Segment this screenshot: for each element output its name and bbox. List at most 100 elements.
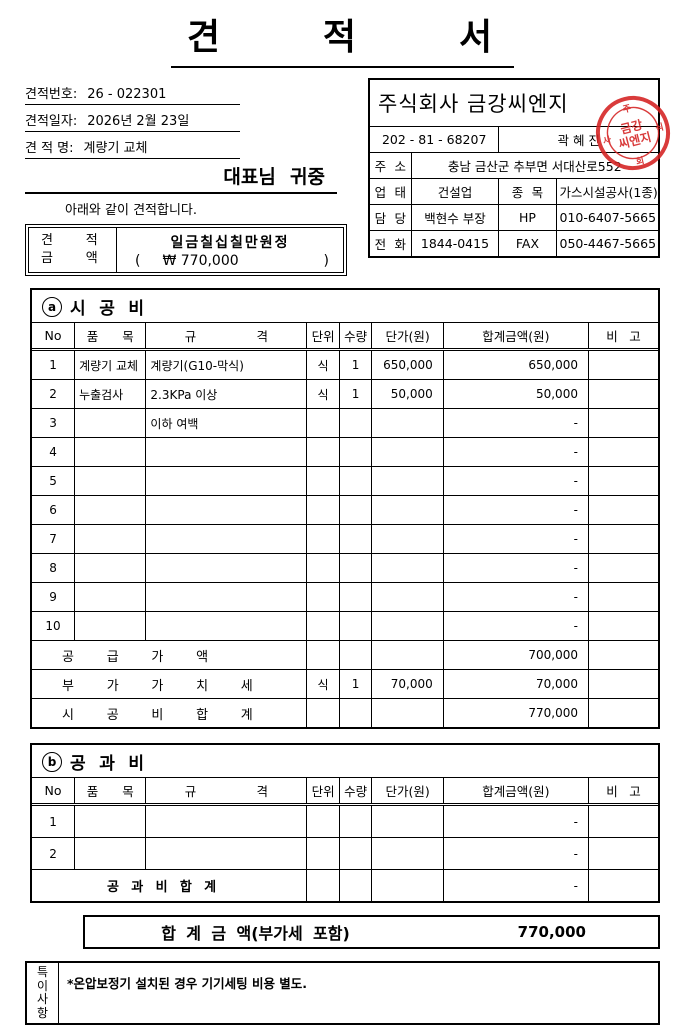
cell-qty [339, 437, 373, 467]
fax-value: 050-4467-5665 [555, 230, 660, 258]
table-header-row: No 품 목 규 격 단위 수량 단가(원) 합계금액(원) 비 고 [32, 323, 658, 351]
cell-note [588, 553, 658, 583]
special-notes-label-char: 사 [36, 992, 49, 1006]
header-total: 합계금액(원) [443, 323, 589, 351]
header-qty: 수량 [339, 778, 373, 806]
grand-total-label: 합 계 금 액(부가세 포함) [161, 924, 350, 943]
cell-total: - [443, 582, 589, 612]
cell-note [588, 611, 658, 641]
biz-type-value: 건설업 [410, 178, 500, 205]
cell-qty [339, 495, 373, 525]
table-row: 7- [32, 524, 658, 554]
special-notes-label-char: 특 [36, 965, 49, 979]
grand-total-value: 770,000 [517, 923, 586, 941]
table-row: 1- [32, 804, 658, 838]
biz-item-label: 종 목 [498, 178, 557, 205]
cell-unit [306, 466, 340, 496]
utility-total-value: - [443, 869, 589, 901]
utility-total-label: 공 과 비 합 계 [32, 869, 308, 901]
cell-qty [339, 640, 373, 670]
cell-note [588, 379, 658, 409]
quote-subject-value: 계량기 교체 [83, 141, 148, 156]
cell-spec [145, 553, 308, 583]
table-row: 5- [32, 466, 658, 496]
cell-price [371, 698, 444, 727]
cell-item [74, 495, 147, 525]
cell-qty [339, 869, 373, 901]
recipient-line: 대표님 귀중 [25, 159, 337, 194]
cell-spec [145, 804, 308, 838]
cell-note [588, 669, 658, 699]
cell-spec [145, 495, 308, 525]
cell-price [371, 553, 444, 583]
cell-price [371, 466, 444, 496]
cell-unit [306, 869, 340, 901]
table-row: 4- [32, 437, 658, 467]
cell-no: 3 [32, 408, 76, 438]
cell-unit [306, 437, 340, 467]
table-row: 10 - [32, 611, 658, 641]
table-row: 9- [32, 582, 658, 612]
supplier-address-row: 주 소 충남 금산군 추부면 서대산로552 [368, 152, 660, 179]
address-label: 주 소 [368, 152, 412, 179]
supplier-company-row: 주식회사 금강씨엔지 [368, 78, 660, 127]
ceo-name: 곽 혜 진 [498, 126, 660, 153]
address-value: 충남 금산군 추부면 서대산로552 [410, 152, 660, 179]
cell-qty [339, 582, 373, 612]
construction-cost-section: a 시 공 비 No 품 목 규 격 단위 수량 단가(원) 합계금액(원) 비… [30, 288, 660, 729]
cell-total: - [443, 408, 589, 438]
cell-total: - [443, 466, 589, 496]
cell-price: 70,000 [371, 669, 444, 699]
supply-amount-row: 공 급 가 액 700,000 [32, 640, 658, 670]
construction-total-row: 시 공 비 합 계 770,000 [32, 698, 658, 727]
cell-qty: 1 [339, 379, 373, 409]
supplier-phone-row: 전 화 1844-0415 FAX 050-4467-5665 [368, 230, 660, 258]
quote-number-value: 26 - 022301 [87, 87, 167, 102]
cell-no: 2 [32, 837, 76, 870]
open-paren: ( [135, 252, 141, 269]
cell-no: 7 [32, 524, 76, 554]
supply-amount-label: 공 급 가 액 [32, 640, 308, 670]
cell-note [588, 408, 658, 438]
construction-total-label: 시 공 비 합 계 [32, 698, 308, 727]
cell-price [371, 524, 444, 554]
supplier-biztype-row: 업 태 건설업 종 목 가스시설공사(1종) [368, 178, 660, 205]
header-note: 비 고 [588, 323, 658, 351]
supplier-company-name: 주식회사 금강씨엔지 [368, 78, 660, 127]
special-notes-label: 특 이 사 항 [27, 963, 59, 1023]
quote-date-value: 2026년 2월 23일 [87, 114, 190, 129]
cell-qty [339, 466, 373, 496]
quote-amount-label: 견 적 금 액 [29, 228, 117, 272]
cell-unit [306, 837, 340, 870]
cell-qty [339, 408, 373, 438]
utility-section-label: 공 과 비 [70, 754, 145, 774]
cell-spec [145, 611, 308, 641]
cell-no: 1 [32, 804, 76, 838]
header-item: 품 목 [74, 778, 147, 806]
cell-note [588, 837, 658, 870]
vat-value: 70,000 [443, 669, 589, 699]
supplier-regno-row: 202 - 81 - 68207 곽 혜 진 [368, 126, 660, 153]
header-unit: 단위 [306, 323, 340, 351]
cell-note [588, 698, 658, 727]
quote-date-row: 견적일자: 2026년 2월 23일 [25, 105, 240, 132]
biz-type-label: 업 태 [368, 178, 412, 205]
table-row: 3 이하 여백 - [32, 408, 658, 438]
cell-note [588, 524, 658, 554]
cell-note [588, 869, 658, 901]
cell-spec: 계량기(G10-막식) [145, 349, 308, 380]
cell-price [371, 437, 444, 467]
fax-label: FAX [498, 230, 557, 258]
cell-total: - [443, 611, 589, 641]
quote-date-label: 견적일자: [25, 114, 78, 129]
amount-in-korean-words: 일금칠십칠만원정 [170, 234, 290, 251]
construction-section-title: a 시 공 비 [32, 290, 658, 323]
cell-item [74, 553, 147, 583]
cell-item [74, 837, 147, 870]
cell-price [371, 804, 444, 838]
header-spec: 규 격 [145, 778, 308, 806]
cell-item [74, 804, 147, 838]
supplier-manager-row: 담 당 백현수 부장 HP 010-6407-5665 [368, 204, 660, 231]
cell-unit [306, 640, 340, 670]
cell-note [588, 804, 658, 838]
